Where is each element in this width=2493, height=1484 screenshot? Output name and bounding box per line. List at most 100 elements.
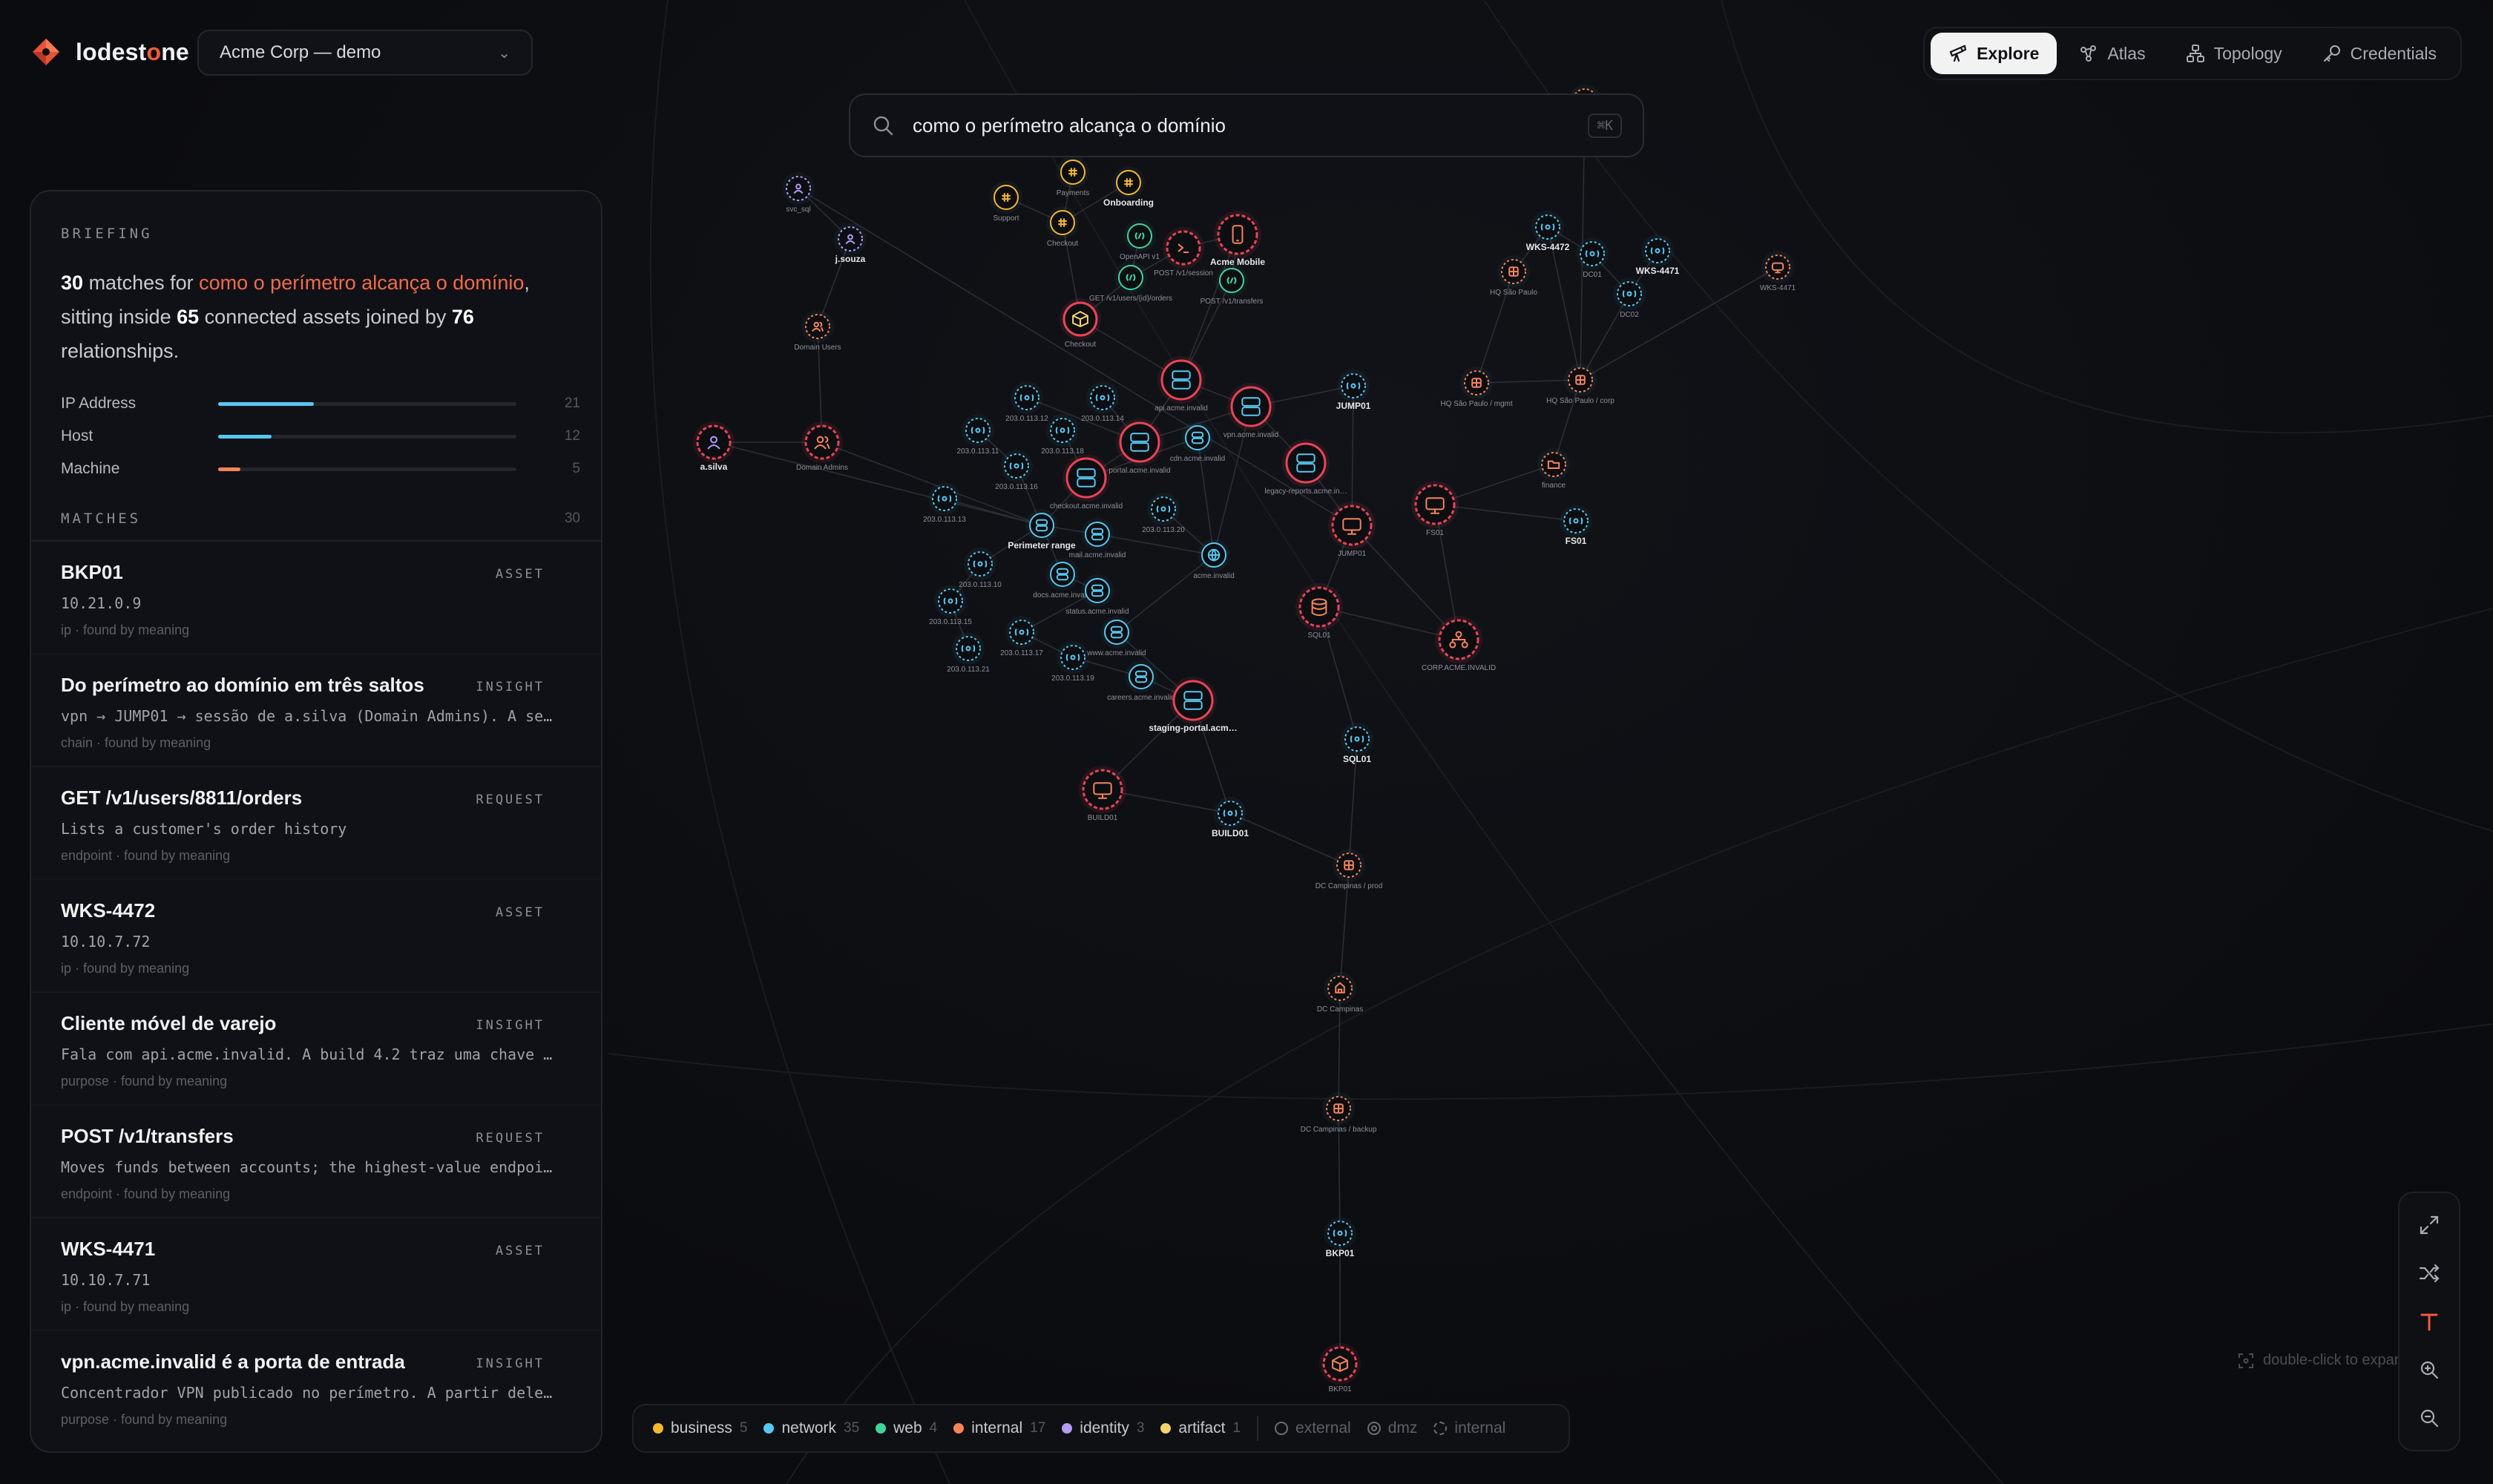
graph-edge bbox=[1434, 504, 1459, 640]
graph-node[interactable]: j.souza bbox=[834, 223, 867, 264]
graph-node[interactable]: checkout.acme.invalid bbox=[1050, 454, 1123, 510]
graph-node[interactable]: 203.0.113.18 bbox=[1041, 414, 1084, 456]
graph-node[interactable]: legacy-reports.acme.in… bbox=[1264, 439, 1347, 496]
graph-node[interactable]: WKS-4471 bbox=[1760, 251, 1796, 292]
graph-node[interactable]: DC02 bbox=[1613, 278, 1646, 319]
match-item[interactable]: WKS-4471 ASSET 10.10.7.71 ip · found by … bbox=[31, 1218, 601, 1331]
graph-node[interactable]: CORP.ACME.INVALID bbox=[1422, 616, 1496, 672]
graph-node[interactable]: WKS-4472 bbox=[1526, 211, 1570, 252]
graph-node[interactable]: staging-portal.acm… bbox=[1149, 677, 1238, 733]
legend-artifact[interactable]: artifact 1 bbox=[1160, 1419, 1241, 1437]
graph-node[interactable]: BUILD01 bbox=[1079, 766, 1126, 822]
legend-internal[interactable]: internal 17 bbox=[953, 1419, 1045, 1437]
graph-node[interactable]: HQ São Paulo bbox=[1490, 255, 1537, 297]
graph-node[interactable]: Checkout bbox=[1060, 298, 1101, 349]
graph-node[interactable]: JUMP01 bbox=[1328, 502, 1376, 558]
node-label: DC Campinas / prod bbox=[1316, 882, 1383, 890]
graph-node[interactable]: FS01 bbox=[1560, 505, 1592, 546]
graph-node[interactable]: DC Campinas / prod bbox=[1316, 849, 1383, 890]
legend-business[interactable]: business 5 bbox=[653, 1419, 747, 1437]
graph-node[interactable]: HQ São Paulo / mgmt bbox=[1440, 367, 1513, 408]
tab-atlas[interactable]: Atlas bbox=[2061, 33, 2163, 74]
graph-node[interactable]: 203.0.113.10 bbox=[959, 548, 1002, 589]
match-item[interactable]: GET /v1/users/8811/orders REQUEST Lists … bbox=[31, 767, 601, 880]
tab-topology[interactable]: Topology bbox=[2168, 33, 2300, 74]
legend-web[interactable]: web 4 bbox=[876, 1419, 937, 1437]
graph-node[interactable]: 203.0.113.15 bbox=[929, 585, 972, 626]
graph-node[interactable]: 203.0.113.14 bbox=[1081, 381, 1124, 423]
graph-node[interactable]: WKS-4471 bbox=[1636, 234, 1680, 276]
graph-node[interactable]: careers.acme.invalid bbox=[1107, 660, 1175, 702]
text-toggle-button[interactable] bbox=[2413, 1305, 2446, 1338]
graph-node[interactable]: portal.acme.invalid bbox=[1108, 418, 1171, 475]
graph-node[interactable]: 203.0.113.20 bbox=[1142, 493, 1185, 534]
graph-node[interactable]: Checkout bbox=[1046, 206, 1079, 248]
graph-node[interactable]: DC01 bbox=[1576, 237, 1609, 279]
graph-node[interactable]: 203.0.113.21 bbox=[947, 632, 990, 674]
match-item[interactable]: WKS-4472 ASSET 10.10.7.72 ip · found by … bbox=[31, 880, 601, 993]
stat-row-host[interactable]: Host 12 bbox=[61, 427, 580, 444]
graph-node[interactable]: 203.0.113.13 bbox=[923, 482, 966, 524]
graph-node[interactable]: OpenAPI v1 bbox=[1120, 220, 1160, 261]
brand[interactable]: lodestone bbox=[30, 36, 189, 68]
fit-view-button[interactable] bbox=[2413, 1209, 2446, 1241]
graph-node[interactable]: BKP01 bbox=[1324, 1217, 1356, 1258]
graph-node[interactable]: www.acme.invalid bbox=[1086, 616, 1146, 657]
match-item[interactable]: Cliente móvel de varejo INSIGHT Fala com… bbox=[31, 993, 601, 1106]
graph-node[interactable]: BKP01 bbox=[1319, 1343, 1361, 1393]
graph-node[interactable]: BUILD01 bbox=[1212, 797, 1249, 838]
ip-icon bbox=[1540, 223, 1555, 231]
graph-node[interactable]: POST /v1/transfers bbox=[1200, 264, 1264, 306]
tab-explore[interactable]: Explore bbox=[1931, 33, 2057, 74]
ip-icon bbox=[1350, 735, 1364, 743]
graph-node[interactable]: HQ São Paulo / corp bbox=[1546, 364, 1615, 405]
match-item[interactable]: BKP01 ASSET 10.21.0.9 ip · found by mean… bbox=[31, 542, 601, 654]
graph-node[interactable]: 203.0.113.19 bbox=[1051, 641, 1094, 683]
graph-node[interactable]: status.acme.invalid bbox=[1065, 574, 1129, 616]
legend-network[interactable]: network 35 bbox=[763, 1419, 859, 1437]
graph-node[interactable]: DC Campinas bbox=[1317, 972, 1363, 1014]
graph-node[interactable]: docs.acme.invalid bbox=[1033, 558, 1092, 600]
graph-node[interactable]: SQL01 bbox=[1295, 583, 1343, 640]
graph-node[interactable]: Onboarding bbox=[1103, 166, 1154, 208]
graph-node[interactable]: 203.0.113.17 bbox=[1000, 616, 1043, 657]
match-item[interactable]: vpn.acme.invalid é a porta de entrada IN… bbox=[31, 1331, 601, 1444]
legend-identity[interactable]: identity 3 bbox=[1062, 1419, 1144, 1437]
workspace-selector[interactable]: Acme Corp — demo ⌄ bbox=[197, 30, 533, 76]
graph-node[interactable]: a.silva bbox=[693, 421, 735, 472]
graph-node[interactable]: GET /v1/users/{id}/orders bbox=[1089, 261, 1172, 303]
stat-row-machine[interactable]: Machine 5 bbox=[61, 460, 580, 477]
shuffle-button[interactable] bbox=[2413, 1257, 2446, 1290]
search-bar[interactable]: como o perímetro alcança o domínio ⌘K bbox=[849, 93, 1644, 157]
graph-node[interactable]: vpn.acme.invalid bbox=[1223, 383, 1278, 439]
graph-node[interactable]: api.acme.invalid bbox=[1154, 356, 1208, 413]
graph-node[interactable]: POST /v1/session bbox=[1154, 227, 1213, 278]
match-item[interactable]: Do perímetro ao domínio em três saltos I… bbox=[31, 654, 601, 767]
graph-node[interactable]: finance bbox=[1537, 448, 1570, 490]
graph-node[interactable]: DC Campinas / backup bbox=[1301, 1092, 1377, 1134]
search-input[interactable]: como o perímetro alcança o domínio bbox=[913, 114, 1226, 137]
tab-credentials[interactable]: Credentials bbox=[2305, 33, 2454, 74]
graph-node[interactable]: 203.0.113.12 bbox=[1005, 381, 1048, 423]
graph-node[interactable]: cdn.acme.invalid bbox=[1170, 421, 1225, 463]
graph-node[interactable]: SQL01 bbox=[1341, 723, 1373, 764]
graph-node[interactable]: Acme Mobile bbox=[1210, 211, 1265, 267]
zoom-in-button[interactable] bbox=[2413, 1353, 2446, 1386]
stat-row-ip-address[interactable]: IP Address 21 bbox=[61, 395, 580, 412]
graph-node[interactable]: Payments bbox=[1057, 156, 1089, 197]
graph-node[interactable]: Domain Users bbox=[794, 310, 841, 352]
zoom-out-button[interactable] bbox=[2413, 1402, 2446, 1434]
graph-node[interactable]: Domain Admins bbox=[796, 421, 848, 472]
match-item[interactable]: POST /v1/transfers REQUEST Moves funds b… bbox=[31, 1106, 601, 1218]
graph-node[interactable]: 203.0.113.11 bbox=[957, 414, 999, 456]
graph-node[interactable]: mail.acme.invalid bbox=[1069, 518, 1126, 559]
graph-node[interactable]: svc_sql bbox=[782, 172, 815, 214]
graph-node[interactable]: Perimeter range bbox=[1008, 509, 1076, 551]
graph-node[interactable]: FS01 bbox=[1411, 481, 1459, 537]
graph-node[interactable]: acme.invalid bbox=[1193, 539, 1235, 580]
graph-node[interactable]: JUMP01 bbox=[1336, 370, 1371, 411]
graph-node[interactable]: Support bbox=[990, 181, 1022, 223]
graph-node[interactable]: 203.0.113.16 bbox=[995, 450, 1038, 491]
